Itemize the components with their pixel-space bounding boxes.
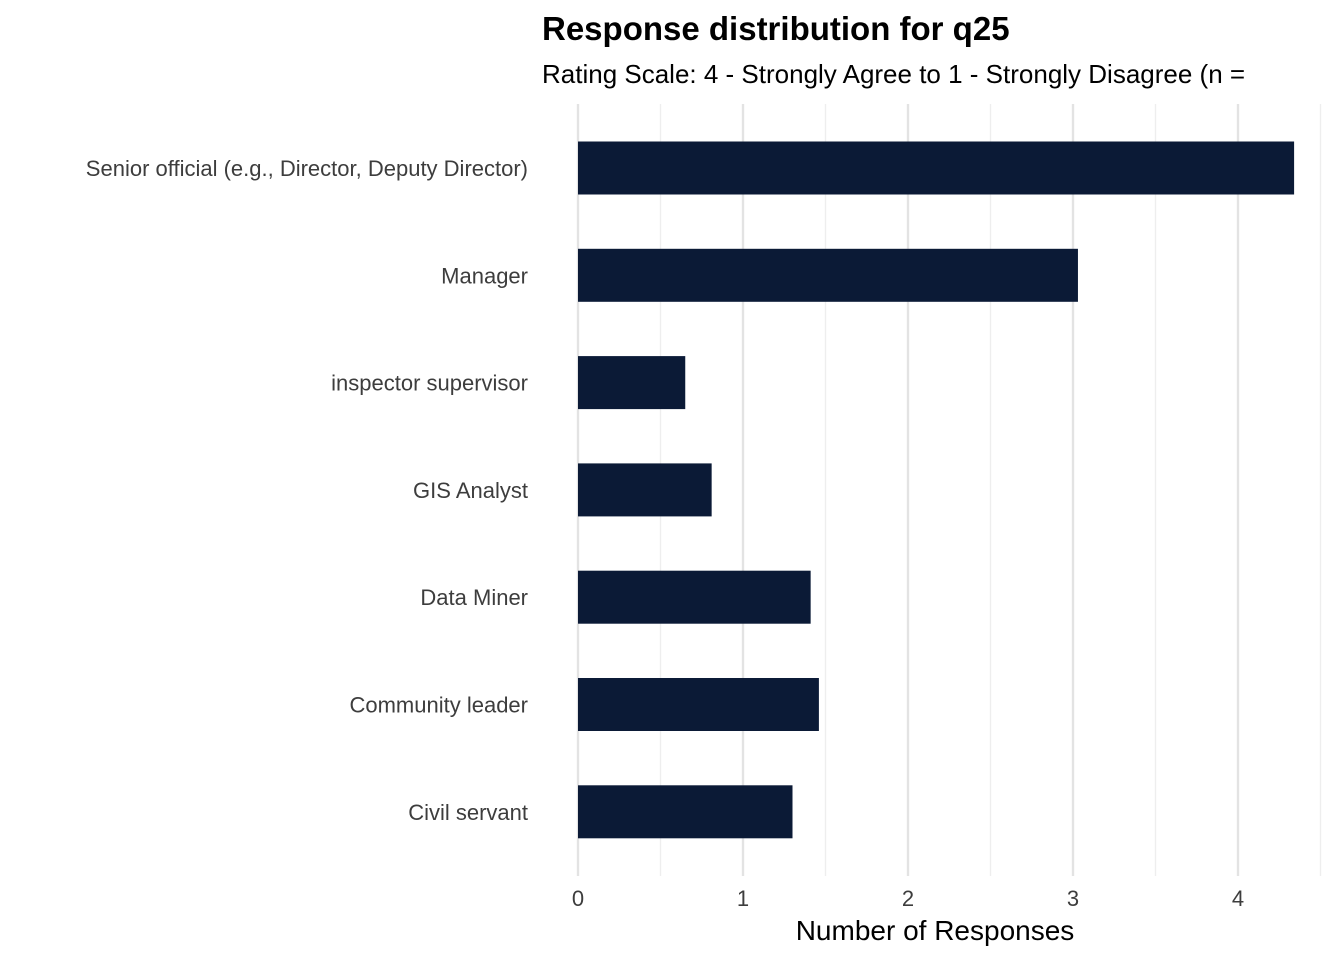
x-tick-label: 0 <box>572 886 584 911</box>
bar <box>578 248 1078 302</box>
gridlines <box>576 104 1322 876</box>
x-tick-label: 4 <box>1232 886 1244 911</box>
category-label: Data Miner <box>420 585 528 610</box>
chart-subtitle: Rating Scale: 4 - Strongly Agree to 1 - … <box>542 59 1245 89</box>
bars <box>578 141 1295 839</box>
category-label: Civil servant <box>408 800 528 825</box>
category-labels: Senior official (e.g., Director, Deputy … <box>86 156 528 825</box>
bar <box>578 678 819 731</box>
x-tick-labels: 0 1 2 3 4 <box>572 886 1244 911</box>
bar <box>578 785 793 839</box>
x-tick-label: 1 <box>737 886 749 911</box>
category-label: Manager <box>441 263 528 288</box>
category-label: GIS Analyst <box>413 478 528 503</box>
category-label: Senior official (e.g., Director, Deputy … <box>86 156 528 181</box>
category-label: Community leader <box>349 693 528 718</box>
x-axis-title: Number of Responses <box>796 915 1075 946</box>
bar <box>578 356 686 410</box>
category-label: inspector supervisor <box>331 371 528 396</box>
x-tick-label: 3 <box>1067 886 1079 911</box>
bar <box>578 141 1295 195</box>
x-tick-label: 2 <box>902 886 914 911</box>
bar <box>578 463 712 517</box>
bar <box>578 570 811 624</box>
chart-title: Response distribution for q25 <box>542 10 1010 47</box>
